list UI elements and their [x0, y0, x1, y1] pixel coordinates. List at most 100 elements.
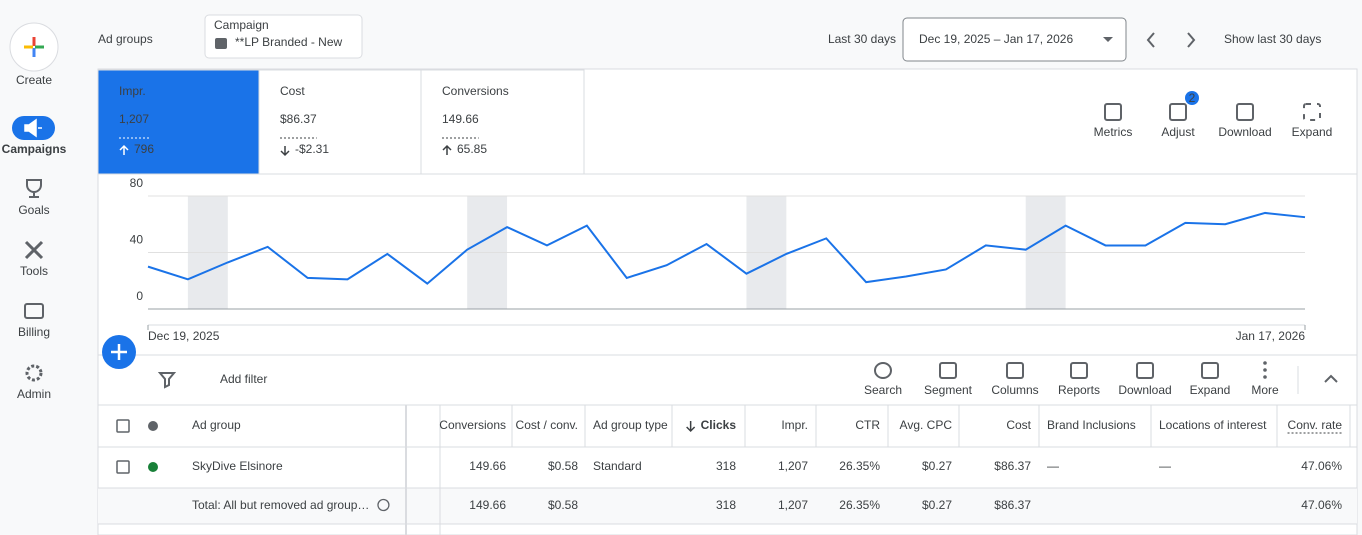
nav-item[interactable]: Admin	[17, 387, 51, 401]
change-arrow	[442, 144, 452, 155]
metric-tile[interactable]	[420, 69, 585, 175]
status-dot	[148, 462, 158, 472]
nav-icon	[25, 364, 43, 382]
chart-tool[interactable]: Adjust	[1161, 125, 1195, 139]
metric-value: 1,207	[119, 112, 149, 126]
toolbar-icon	[1201, 362, 1219, 379]
column-header[interactable]: Locations of interest	[1159, 418, 1267, 432]
toolbar-tool[interactable]: Columns	[991, 383, 1038, 397]
column-header[interactable]: Cost	[1006, 418, 1031, 432]
column-header[interactable]: CTR	[855, 418, 880, 432]
chart-tool-icon	[1169, 103, 1187, 121]
metric-tile[interactable]	[97, 69, 260, 175]
table-cell: $0.27	[922, 459, 952, 473]
metric-value: $86.37	[280, 112, 317, 126]
date-picker[interactable]	[902, 17, 1127, 62]
show-last-link[interactable]: Show last 30 days	[1224, 32, 1321, 46]
change-arrow	[119, 144, 129, 155]
table-cell: —	[1047, 459, 1059, 473]
toolbar-icon	[1263, 361, 1267, 365]
column-header[interactable]: Clicks	[701, 418, 737, 432]
toolbar-tool[interactable]: Search	[864, 383, 902, 397]
nav-item[interactable]: Billing	[18, 325, 50, 339]
nav-item[interactable]: Tools	[20, 264, 48, 278]
next-button[interactable]	[1187, 32, 1196, 48]
chart-tool-icon	[1236, 103, 1254, 121]
header-checkbox[interactable]	[116, 419, 130, 433]
x-tick-label: Dec 19, 2025	[148, 329, 220, 343]
table-cell: Standard	[593, 459, 642, 473]
chart-tool[interactable]: Download	[1218, 125, 1271, 139]
add-filter[interactable]: Add filter	[220, 372, 267, 386]
create-button[interactable]	[9, 22, 59, 72]
column-header[interactable]: Conversions	[439, 418, 506, 432]
chart-tool-icon	[1303, 103, 1321, 121]
nav-icon	[24, 118, 42, 138]
x-tick-label: Jan 17, 2026	[1236, 329, 1306, 343]
filter-icon	[157, 372, 177, 389]
metric-change: -$2.31	[295, 142, 329, 156]
toolbar-icon	[874, 362, 892, 379]
nav-icon	[26, 179, 42, 198]
total-row-bg	[98, 488, 1357, 524]
table-cell: —	[1159, 459, 1171, 473]
y-tick-label: 40	[130, 233, 144, 247]
collapse-button[interactable]	[1324, 374, 1338, 383]
toolbar-tool[interactable]: Reports	[1058, 383, 1100, 397]
column-header[interactable]: Ad group type	[593, 418, 668, 432]
table-cell: 1,207	[778, 459, 808, 473]
table-cell[interactable]: SkyDive Elsinore	[192, 459, 283, 473]
total-cell: Total: All but removed ad group…	[192, 498, 369, 512]
adjust-badge	[1185, 91, 1199, 105]
campaign-name: **LP Branded - New	[235, 35, 343, 49]
help-icon	[377, 498, 390, 512]
table-cell: 26.35%	[839, 459, 880, 473]
metric-name: Impr.	[119, 84, 146, 98]
sort-arrow	[686, 421, 696, 433]
header-status	[148, 421, 158, 431]
total-cell: 149.66	[469, 498, 506, 512]
toolbar-icon	[1136, 362, 1154, 379]
table-cell: 47.06%	[1301, 459, 1342, 473]
change-arrow	[280, 146, 290, 157]
column-header[interactable]: Cost / conv.	[516, 418, 578, 432]
date-range: Dec 19, 2025 – Jan 17, 2026	[919, 32, 1073, 46]
chart-tool[interactable]: Metrics	[1094, 125, 1133, 139]
column-header[interactable]: Brand Inclusions	[1047, 418, 1136, 432]
row-checkbox[interactable]	[116, 460, 130, 474]
metric-name: Conversions	[442, 84, 509, 98]
toolbar-icon	[1070, 362, 1088, 379]
toolbar-tool[interactable]: Segment	[924, 383, 973, 397]
column-header[interactable]: Ad group	[192, 418, 241, 432]
toolbar-icon	[1263, 368, 1267, 372]
nav-item[interactable]: Campaigns	[2, 142, 67, 156]
column-header[interactable]: Impr.	[781, 418, 808, 432]
toolbar-tool[interactable]: Download	[1118, 383, 1171, 397]
total-cell: 318	[716, 498, 736, 512]
total-cell: 26.35%	[839, 498, 880, 512]
table-cell[interactable]: 149.66	[469, 459, 506, 473]
chart-tool[interactable]: Expand	[1292, 125, 1333, 139]
campaign-label: Campaign	[214, 18, 269, 32]
toolbar-tool[interactable]: Expand	[1190, 383, 1231, 397]
nav-item[interactable]: Goals	[18, 203, 49, 217]
total-cell: $0.58	[548, 498, 578, 512]
prev-button[interactable]	[1146, 32, 1155, 48]
create-label: Create	[16, 73, 52, 87]
column-header[interactable]: Conv. rate	[1288, 418, 1343, 432]
toolbar-icon	[939, 362, 957, 379]
total-cell: 1,207	[778, 498, 808, 512]
toolbar-tool[interactable]: More	[1251, 383, 1279, 397]
total-cell: $86.37	[994, 498, 1031, 512]
metric-change: 65.85	[457, 142, 487, 156]
table-cell: $86.37	[994, 459, 1031, 473]
metric-name: Cost	[280, 84, 305, 98]
table-cell: $0.58	[548, 459, 578, 473]
campaign-chip[interactable]	[204, 14, 363, 59]
nav-icon	[24, 240, 44, 260]
metric-change: 796	[134, 142, 154, 156]
dropdown-caret	[1103, 37, 1113, 42]
column-header[interactable]: Avg. CPC	[900, 418, 953, 432]
toolbar-icon	[1263, 375, 1267, 379]
